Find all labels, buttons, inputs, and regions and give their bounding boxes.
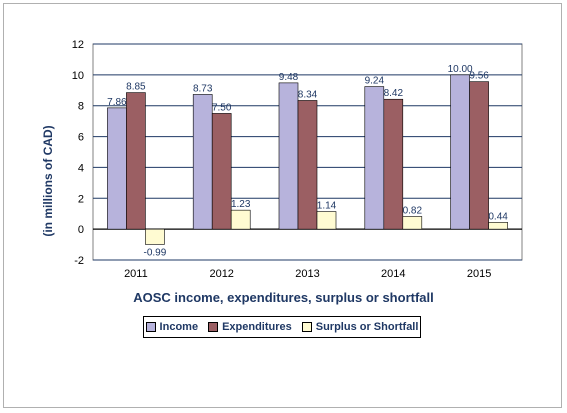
x-tick-label: 2015 (467, 268, 491, 280)
legend-item: Surplus or Shortfall (301, 321, 419, 333)
legend: Income Expenditures Surplus or Shortfall (143, 316, 421, 338)
legend-item: Income (145, 321, 199, 333)
y-tick-label: 8 (78, 101, 84, 113)
tick-labels: -2 0 2 4 6 8 10 12 2011 2012 2013 2014 2015 (72, 39, 492, 280)
data-label: 1.23 (231, 199, 251, 210)
bar-income (192, 94, 213, 230)
data-label: 8.85 (126, 82, 146, 93)
bar-surplus-or-shortfall (402, 216, 423, 230)
data-label: 1.14 (317, 201, 337, 212)
bar-income (364, 86, 385, 230)
data-label: 9.56 (469, 71, 489, 82)
x-tick-label: 2011 (124, 268, 148, 280)
data-label: 9.48 (279, 72, 299, 83)
data-labels: 7.86 8.85 -0.99 8.73 7.50 1.23 9.48 8.34 1.14 9.2… (107, 64, 508, 259)
legend-swatch (208, 322, 219, 332)
y-tick-label: 12 (72, 39, 84, 51)
bar-expenditures (297, 100, 318, 230)
legend-item: Expenditures (208, 321, 292, 333)
data-label: 7.86 (107, 97, 127, 108)
legend-label: Income (159, 321, 199, 333)
y-tick-label: 4 (78, 162, 84, 174)
data-label: -0.99 (144, 247, 167, 258)
data-label: 8.42 (384, 88, 404, 99)
data-label: 10.00 (448, 64, 473, 75)
x-tick-label: 2013 (295, 268, 319, 280)
x-tick-label: 2014 (381, 268, 405, 280)
bars (107, 74, 508, 245)
bar-expenditures (383, 98, 404, 230)
y-tick-label: 6 (78, 132, 84, 144)
y-tick-label: 10 (72, 70, 84, 82)
data-label: 0.82 (403, 205, 423, 216)
legend-swatch (145, 322, 156, 332)
bar-expenditures (126, 92, 146, 230)
x-tick-label: 2012 (209, 268, 233, 280)
data-label: 7.50 (212, 102, 232, 113)
legend-label: Expenditures (222, 321, 292, 333)
y-tick-label: 2 (78, 193, 84, 205)
bar-income (450, 74, 470, 230)
y-axis-label: (in millions of CAD) (41, 125, 55, 236)
y-tick-label: -2 (74, 255, 84, 267)
x-axis-label: AOSC income, expenditures, surplus or sh… (133, 290, 434, 305)
data-label: 8.34 (298, 89, 318, 100)
data-label: 0.44 (488, 211, 508, 222)
bar-surplus-or-shortfall (316, 211, 337, 230)
bar-surplus-or-shortfall (488, 222, 508, 230)
data-label: 9.24 (365, 76, 385, 87)
bar-surplus-or-shortfall (230, 209, 251, 230)
legend-label: Surplus or Shortfall (315, 321, 419, 333)
bar-income (107, 107, 127, 230)
bar-income (278, 82, 299, 230)
y-tick-label: 0 (78, 224, 84, 236)
bar-surplus-or-shortfall (145, 228, 165, 245)
legend-swatch (301, 322, 312, 332)
bar-expenditures (469, 81, 489, 230)
bar-expenditures (211, 113, 232, 230)
data-label: 8.73 (193, 83, 213, 94)
